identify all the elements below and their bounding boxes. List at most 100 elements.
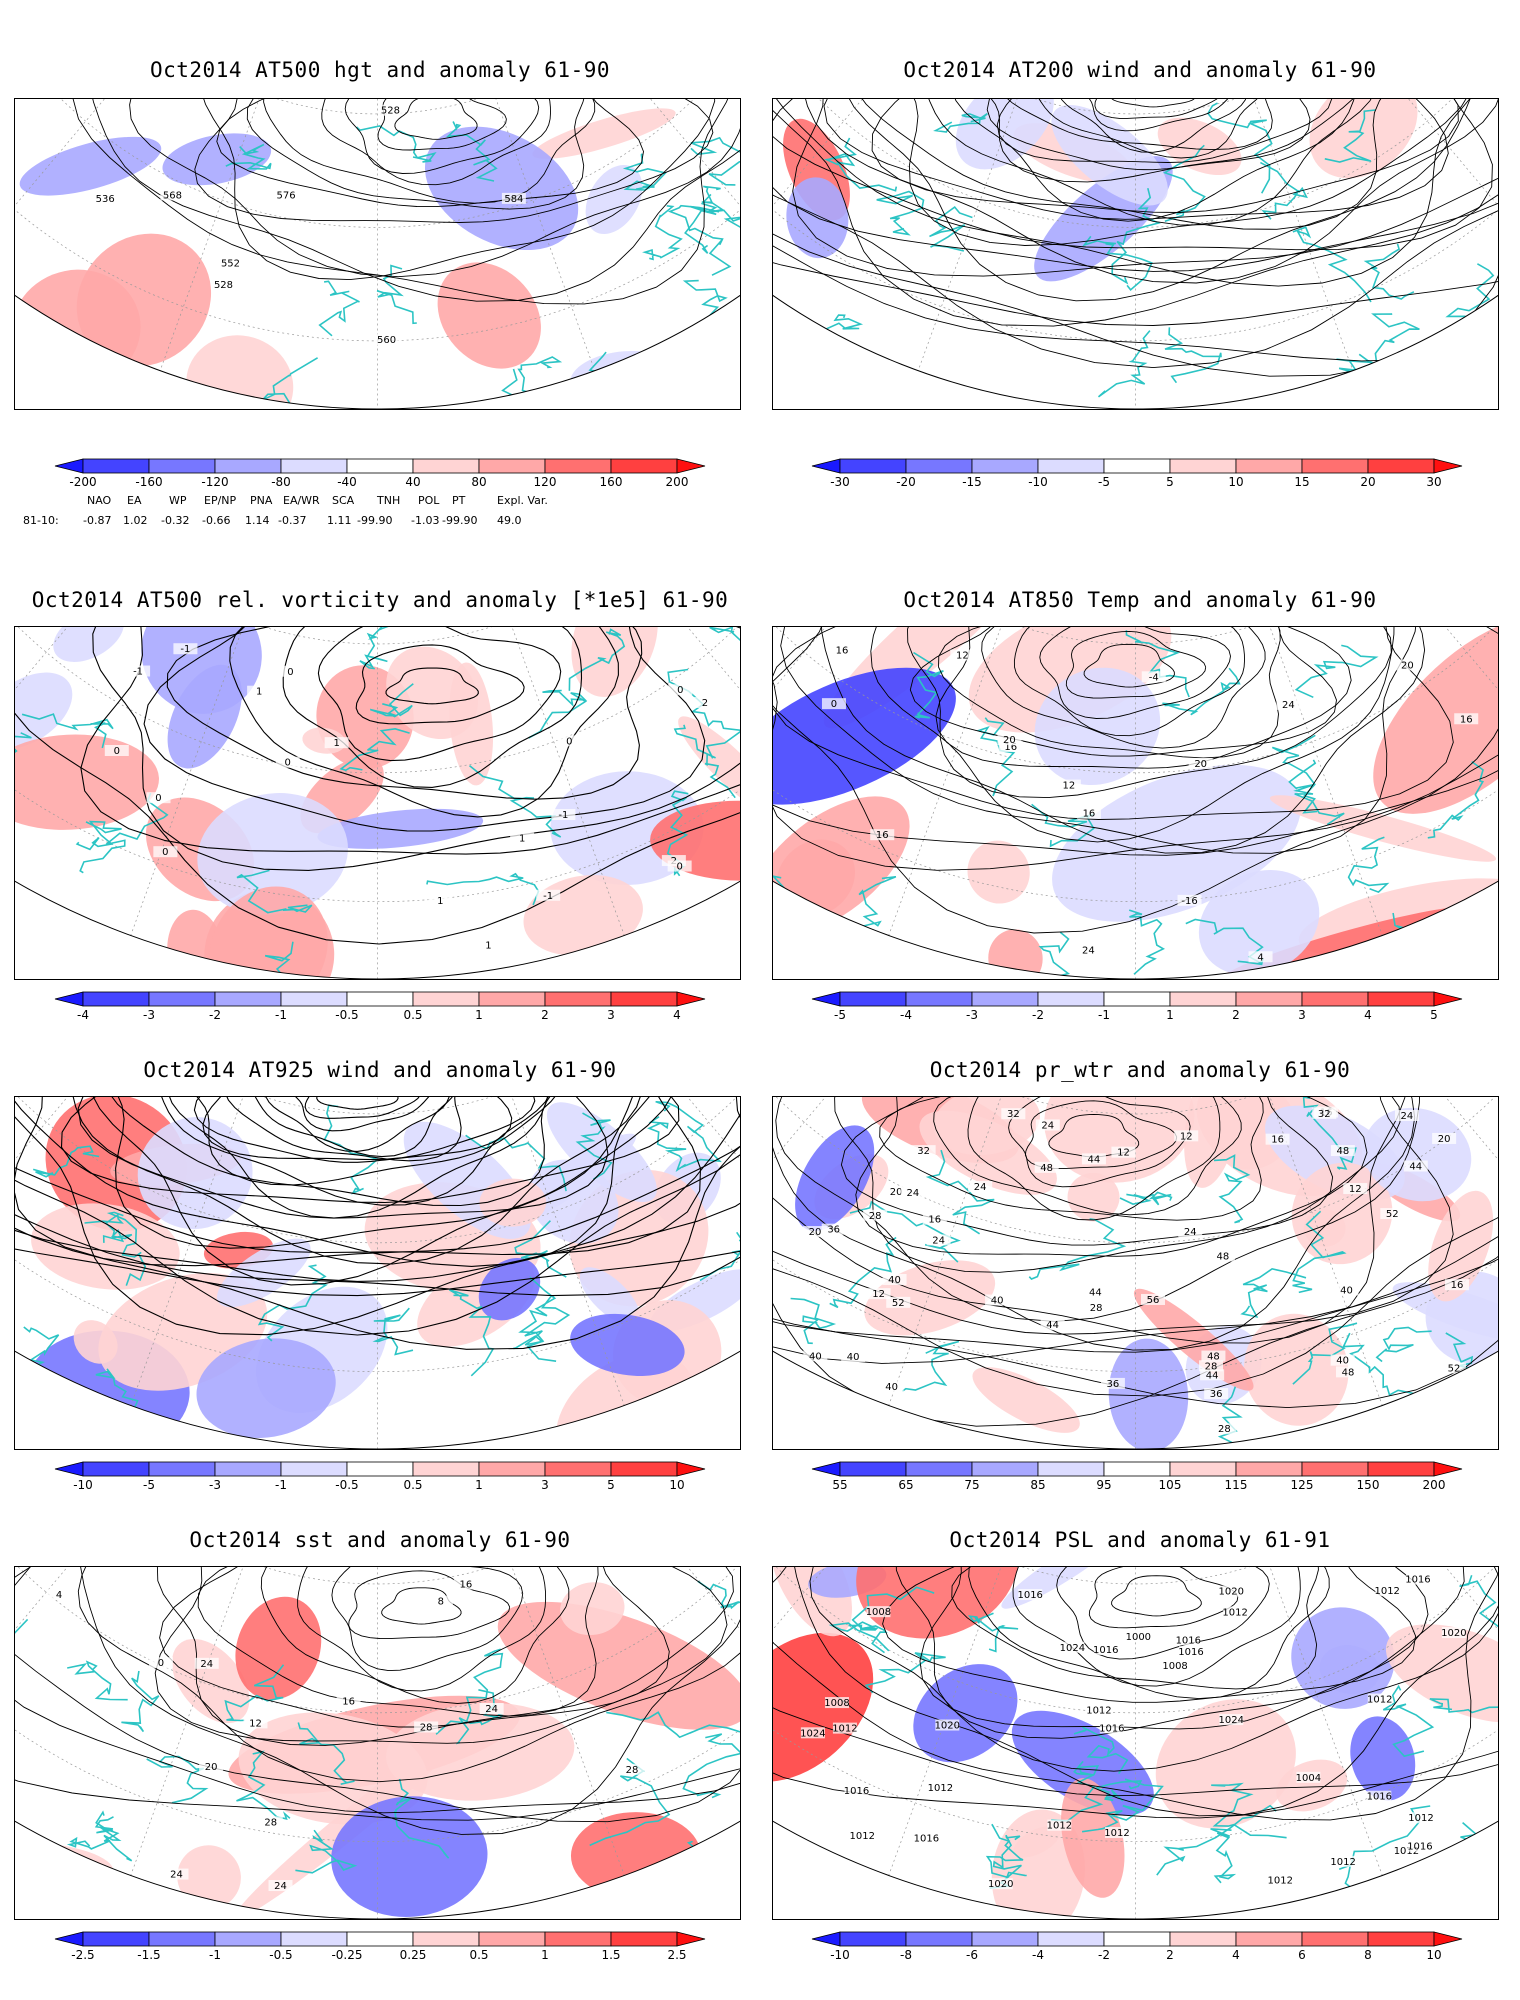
- anomaly-shading: [497, 1601, 740, 1730]
- anomaly-shading: [532, 108, 676, 159]
- anomaly-shading: [235, 1596, 322, 1700]
- colorbar-tick-label: 5: [1166, 475, 1174, 489]
- contour-label: 1012: [1374, 1586, 1399, 1597]
- contour-label: 20: [890, 1187, 903, 1198]
- colorbar-segment: [544, 1931, 612, 1947]
- contour-label: -1: [543, 891, 553, 902]
- panel-500vort: Oct2014 AT500 rel. vorticity and anomaly…: [0, 588, 760, 1030]
- anomaly-shading: [197, 793, 348, 915]
- graticule-meridian: [1135, 627, 1383, 936]
- contour-label-bg: [1018, 1589, 1043, 1601]
- panel-925wind: Oct2014 AT925 wind and anomaly 61-90 -10…: [0, 1058, 760, 1500]
- contour-line: [780, 627, 1418, 854]
- contour-label-bg: [1076, 944, 1101, 956]
- contour-line: [907, 627, 1392, 799]
- coastline: [568, 628, 626, 691]
- anomaly-shading: [479, 1178, 547, 1227]
- contour-label-bg: [1367, 1790, 1392, 1802]
- colorbar-segment: [478, 1461, 546, 1477]
- tele-header-6: SCA: [332, 494, 355, 507]
- anomaly-shading: [53, 627, 124, 662]
- contour-label-bg: [378, 104, 403, 116]
- colorbar-tick-label: -10: [830, 1948, 850, 1962]
- contour-label: 1024: [1060, 1643, 1085, 1654]
- contour-label: 20: [809, 1227, 822, 1238]
- colorbar-segment: [1301, 458, 1369, 474]
- contour-line: [166, 627, 643, 800]
- map-frame: 528 528 536 544 552 560 568 576 584: [14, 98, 741, 410]
- panel-title: Oct2014 AT200 wind and anomaly 61-90: [903, 58, 1377, 82]
- coastline: [32, 1145, 100, 1178]
- contour-label-bg: [1296, 1771, 1321, 1783]
- tele-header-8: POL: [418, 494, 440, 507]
- contour-line: [248, 1097, 459, 1158]
- contour-line: [773, 627, 1454, 820]
- anomaly-shading: [988, 929, 1043, 979]
- colorbar-segment: [1301, 1931, 1369, 1947]
- anomaly-shading: [386, 646, 479, 740]
- contour-label: 32: [1007, 1109, 1020, 1120]
- contour-label: 52: [892, 1298, 905, 1309]
- contour-label: 56: [1147, 1295, 1160, 1306]
- contour-label-bg: [95, 935, 120, 947]
- contour-label: 40: [1336, 1356, 1349, 1367]
- contour-label-bg: [1436, 950, 1461, 962]
- contour-label: 1012: [1394, 1846, 1419, 1857]
- contour-label: 48: [1337, 1146, 1350, 1157]
- colorbar-tick-label: -1: [275, 1478, 287, 1492]
- contour-label-bg: [1407, 1840, 1432, 1852]
- contour-label: 20: [1436, 1420, 1449, 1431]
- contour-line: [193, 1097, 513, 1163]
- contour-label: 24: [1184, 1227, 1197, 1238]
- coastline: [673, 724, 736, 799]
- anomaly-shading: [478, 1257, 541, 1321]
- contour-line: [809, 1567, 1498, 1772]
- contour-label-bg: [985, 1294, 1010, 1306]
- colorbar-segment: [1169, 1461, 1237, 1477]
- anomaly-shading: [1001, 1567, 1127, 1609]
- contour-label: 1: [485, 940, 491, 951]
- contour-label: 0: [831, 699, 837, 710]
- coastline: [1119, 1191, 1173, 1206]
- map-frame: [772, 98, 1499, 410]
- colorbar-tick-label: 3: [1298, 1008, 1306, 1022]
- colorbar-segment: [346, 1931, 414, 1947]
- coastline: [773, 941, 796, 979]
- contour-label: 0: [104, 937, 110, 948]
- coastline: [356, 125, 437, 163]
- graticule-latitude: [15, 627, 740, 903]
- colorbar-tick-label: 40: [405, 475, 420, 489]
- contour-label: 48: [1040, 1163, 1053, 1174]
- coastline: [295, 1829, 358, 1874]
- contour-line: [377, 99, 507, 151]
- contour-label-bg: [870, 829, 895, 841]
- contour-line: [60, 1097, 680, 1204]
- contour-line: [1028, 99, 1269, 159]
- colorbar-segment: [971, 1461, 1039, 1477]
- contour-line: [773, 627, 1498, 934]
- contour-label-bg: [47, 1588, 72, 1600]
- contour-label: 12: [956, 651, 969, 662]
- anomaly-shading: [1291, 1607, 1395, 1709]
- contour-label-bg: [988, 1878, 1013, 1890]
- tele-header-4: PNA: [250, 494, 273, 507]
- map-svg: [15, 1097, 740, 1449]
- contour-label-bg: [1367, 1693, 1392, 1705]
- contour-line: [15, 1097, 740, 1297]
- tele-value-0: -0.87: [83, 514, 112, 527]
- contour-line: [166, 1097, 554, 1219]
- colorbar-segment: [1103, 458, 1171, 474]
- coastline: [913, 651, 944, 719]
- contour-label: 1016: [1178, 1647, 1203, 1658]
- contour-label: 1016: [1093, 1645, 1118, 1656]
- contour-label-bg: [928, 1782, 953, 1794]
- contour-line: [385, 667, 479, 705]
- colorbar-tick-label: -0.5: [335, 1008, 358, 1022]
- colorbar-tick-label: -1: [209, 1948, 221, 1962]
- contour-line: [968, 1567, 1330, 1700]
- contour-line: [949, 99, 1362, 222]
- colorbar-tick-label: -2.5: [71, 1948, 94, 1962]
- contour-line: [68, 1097, 644, 1265]
- contour-label-bg: [886, 1296, 911, 1308]
- contour-line: [798, 99, 1498, 284]
